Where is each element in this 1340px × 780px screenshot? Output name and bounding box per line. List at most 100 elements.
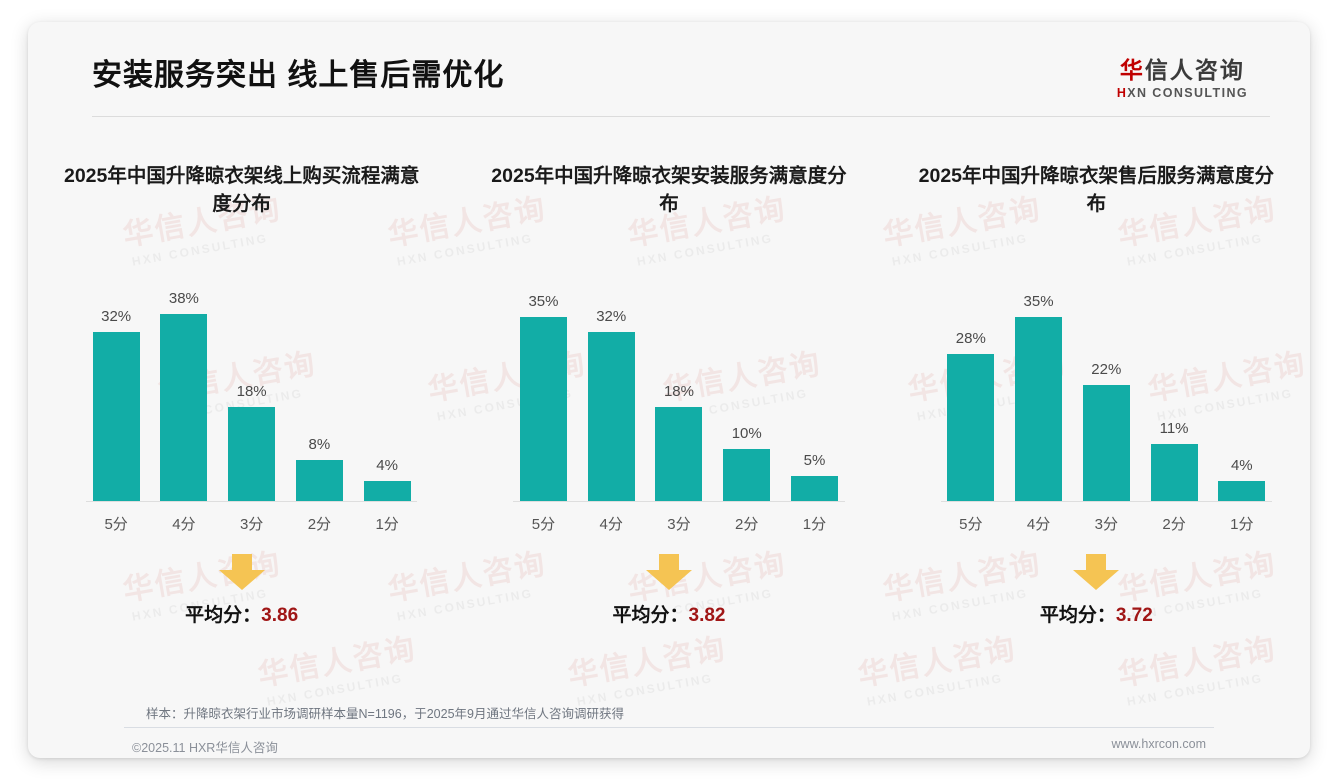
- slide-canvas: 华信人咨询 HXN CONSULTING 华信人咨询 HXN CONSULTING 华信…: [28, 22, 1310, 758]
- average-value-1: 3.86: [261, 605, 299, 626]
- x-axis-tick-label: 5分: [959, 515, 983, 533]
- bar-value-label: 8%: [308, 435, 331, 453]
- bar: [228, 406, 276, 502]
- footer-website[interactable]: www.hxrcon.com: [1111, 737, 1206, 751]
- x-axis-line-3: [940, 501, 1272, 502]
- bar: [363, 480, 411, 502]
- bar-column: 4%: [1212, 290, 1272, 502]
- chart-panel-3: 2025年中国升降晾衣架售后服务满意度分布 28% 35% 22% 11% 4% 5分 4…: [883, 162, 1310, 682]
- x-axis-line-2: [513, 501, 845, 502]
- bar-value-label: 38%: [168, 290, 199, 307]
- bar-column: 5%: [784, 290, 844, 502]
- bar-value-label: 4%: [376, 456, 398, 474]
- logo-chinese-red: 华: [1119, 57, 1145, 83]
- x-axis-tick-label: 5分: [531, 515, 556, 533]
- bar-value-label: 28%: [955, 329, 986, 347]
- chart-title-3: 2025年中国升降晾衣架售后服务满意度分布: [918, 165, 1275, 216]
- slide-header: 安装服务突出 线上售后需优化 华信人咨询 HXN CONSULTING: [28, 22, 1310, 117]
- bar-column: 35%: [1008, 290, 1068, 502]
- average-label-3: 平均分：: [1039, 605, 1116, 626]
- bar-group-2: 35% 32% 18% 10% 5%: [513, 290, 844, 502]
- plot-area-3: 28% 35% 22% 11% 4%: [940, 290, 1272, 502]
- x-axis-tick-label: 1分: [375, 515, 399, 533]
- bar-column: 10%: [717, 290, 777, 502]
- bar-column: 11%: [1144, 290, 1204, 502]
- chart-panel-2: 2025年中国升降晾衣架安装服务满意度分布 35% 32% 18% 10% 5% 5分 4…: [455, 162, 882, 682]
- chart-panels: 2025年中国升降晾衣架线上购买流程满意度分布 32% 38% 18% 8% 4% 5分…: [28, 162, 1310, 682]
- x-axis-tick-label: 4分: [1026, 515, 1051, 533]
- bar-column: 35%: [513, 290, 573, 502]
- bar-column: 18%: [649, 290, 709, 502]
- bar-value-label: 10%: [731, 425, 762, 442]
- bar-chart-1: 32% 38% 18% 8% 4% 5分 4分 3分 2分 1分: [42, 290, 441, 540]
- x-axis-tick-label: 1分: [802, 515, 827, 533]
- bar-chart-3: 28% 35% 22% 11% 4% 5分 4分 3分 2分 1分: [897, 290, 1296, 540]
- logo-chinese-rest: 信人咨询: [1144, 57, 1245, 83]
- footer-copyright: ©2025.11 HXR华信人咨询: [132, 741, 278, 755]
- average-score-3: 平均分：3.72: [883, 600, 1310, 627]
- down-arrow-icon: [645, 554, 692, 590]
- bar-column: 32%: [581, 290, 641, 502]
- bar: [947, 353, 995, 502]
- down-arrow-icon: [218, 554, 265, 590]
- x-axis-tick-label: 2分: [307, 515, 332, 533]
- x-axis-tick-label: 4分: [599, 515, 623, 533]
- average-value-2: 3.82: [688, 605, 726, 626]
- average-score-2: 平均分：3.82: [455, 600, 882, 627]
- bar: [295, 459, 343, 502]
- arrow-wrap-2: [455, 554, 882, 590]
- bar: [655, 406, 703, 502]
- x-axis-tick-label: 4分: [172, 515, 196, 533]
- bar-group-3: 28% 35% 22% 11% 4%: [941, 290, 1272, 502]
- bar: [723, 449, 771, 502]
- bar-column: 4%: [357, 290, 417, 502]
- average-score-1: 平均分：3.86: [28, 600, 455, 627]
- average-value-3: 3.72: [1115, 605, 1153, 626]
- bar: [1150, 443, 1198, 502]
- logo-english-red: H: [1116, 86, 1128, 101]
- plot-area-2: 35% 32% 18% 10% 5%: [513, 290, 845, 502]
- chart-panel-1: 2025年中国升降晾衣架线上购买流程满意度分布 32% 38% 18% 8% 4% 5分…: [28, 162, 455, 682]
- bar-value-label: 35%: [1023, 292, 1054, 310]
- x-axis-tick-label: 3分: [1094, 515, 1118, 533]
- bar: [1015, 316, 1063, 502]
- bar-column: 38%: [154, 290, 214, 502]
- x-axis-tick-label: 5分: [104, 515, 128, 533]
- sample-footnote: 样本：升降晾衣架行业市场调研样本量N=1196，于2025年9月通过华信人咨询调…: [146, 707, 624, 721]
- bar: [92, 332, 140, 502]
- bar-group-1: 32% 38% 18% 8% 4%: [86, 290, 417, 502]
- bar-chart-2: 35% 32% 18% 10% 5% 5分 4分 3分 2分 1分: [469, 290, 868, 540]
- chart-title-1: 2025年中国升降晾衣架线上购买流程满意度分布: [63, 165, 420, 216]
- bar-value-label: 22%: [1091, 361, 1122, 379]
- logo-english-rest: XN CONSULTING: [1127, 86, 1248, 101]
- chart-title-2: 2025年中国升降晾衣架安装服务满意度分布: [491, 165, 847, 216]
- logo-chinese: 华信人咨询: [1117, 57, 1248, 83]
- bar: [1218, 480, 1266, 502]
- company-logo: 华信人咨询 HXN CONSULTING: [1117, 57, 1248, 100]
- x-axis-categories-2: 5分 4分 3分 2分 1分: [513, 506, 844, 540]
- x-axis-tick-label: 1分: [1230, 515, 1254, 533]
- footer-divider: [124, 727, 1214, 728]
- average-label-1: 平均分：: [185, 605, 262, 626]
- down-arrow-icon: [1073, 554, 1120, 590]
- bar: [519, 316, 567, 502]
- bar-value-label: 4%: [1230, 456, 1253, 474]
- average-label-2: 平均分：: [612, 605, 689, 626]
- bar-value-label: 5%: [803, 451, 826, 469]
- bar-value-label: 32%: [101, 308, 132, 326]
- page-title: 安装服务突出 线上售后需优化: [92, 59, 505, 92]
- x-axis-tick-label: 2分: [735, 515, 759, 533]
- bar: [1082, 385, 1130, 502]
- x-axis-categories-3: 5分 4分 3分 2分 1分: [941, 506, 1272, 540]
- bar: [790, 475, 838, 502]
- bar-column: 28%: [941, 290, 1001, 502]
- x-axis-tick-label: 2分: [1162, 515, 1186, 533]
- arrow-wrap-1: [28, 554, 455, 590]
- x-axis-tick-label: 3分: [239, 515, 264, 533]
- bar-column: 22%: [1076, 290, 1136, 502]
- plot-area-1: 32% 38% 18% 8% 4%: [86, 290, 418, 502]
- x-axis-line-1: [86, 501, 418, 502]
- x-axis-tick-label: 3分: [667, 515, 691, 533]
- logo-english: HXN CONSULTING: [1117, 86, 1248, 100]
- bar-value-label: 35%: [528, 292, 559, 310]
